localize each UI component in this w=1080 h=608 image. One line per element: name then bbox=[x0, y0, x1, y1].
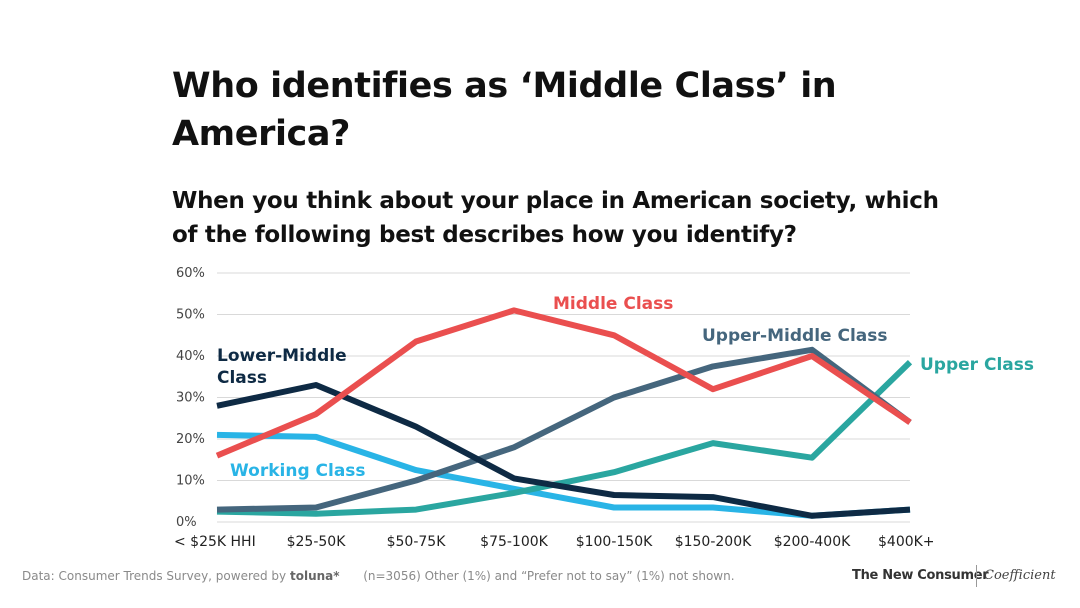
x-tick-label: $200-400K bbox=[774, 534, 851, 550]
chart-title: Who identifies as ‘Middle Class’ in Amer… bbox=[172, 66, 837, 154]
label-middle-class: Middle Class bbox=[553, 294, 673, 314]
y-tick-label: 30% bbox=[176, 391, 205, 406]
y-tick-label: 60% bbox=[176, 266, 205, 281]
brand-the-new-consumer: The New Consumer bbox=[852, 568, 989, 583]
toluna-logo: toluna* bbox=[289, 569, 340, 583]
brand-divider bbox=[976, 565, 977, 587]
label-working-class: Working Class bbox=[230, 461, 366, 481]
series-line-upper-middle-class bbox=[216, 346, 912, 513]
series-line-lower-middle-class bbox=[216, 382, 911, 519]
label-upper-class: Upper Class bbox=[920, 355, 1034, 375]
y-tick-label: 0% bbox=[176, 515, 197, 530]
y-tick-label: 10% bbox=[176, 474, 205, 489]
x-axis-ticks: < $25K HHI $25-50K $50-75K $75-100K $100-150… bbox=[174, 534, 935, 550]
footer-note: Data: Consumer Trends Survey, powered by… bbox=[22, 569, 735, 583]
label-lower-middle-class-line1: Lower-Middle bbox=[217, 346, 347, 366]
label-lower-middle-class-line2: Class bbox=[217, 368, 267, 388]
x-tick-label: $400K+ bbox=[878, 534, 935, 550]
series-line-upper-class bbox=[216, 360, 913, 517]
x-tick-label: $75-100K bbox=[480, 534, 548, 550]
x-tick-label: $100-150K bbox=[576, 534, 653, 550]
y-tick-label: 50% bbox=[176, 308, 205, 323]
y-tick-label: 20% bbox=[176, 432, 205, 447]
series-lines bbox=[215, 307, 913, 519]
label-upper-middle-class: Upper-Middle Class bbox=[702, 326, 887, 346]
brand-coefficient: Coefficient bbox=[984, 568, 1056, 583]
chart-subtitle: When you think about your place in Ameri… bbox=[172, 188, 939, 248]
source-text: Data: Consumer Trends Survey, powered by bbox=[22, 569, 287, 583]
x-tick-label: $50-75K bbox=[387, 534, 447, 550]
x-tick-label: < $25K HHI bbox=[174, 534, 256, 550]
x-tick-label: $25-50K bbox=[287, 534, 347, 550]
y-axis-ticks: 0% 10% 20% 30% 40% 50% 60% bbox=[176, 266, 205, 530]
sample-note: (n=3056) Other (1%) and “Prefer not to s… bbox=[363, 569, 735, 583]
y-tick-label: 40% bbox=[176, 349, 205, 364]
series-line-middle-class bbox=[215, 307, 912, 459]
x-tick-label: $150-200K bbox=[675, 534, 752, 550]
